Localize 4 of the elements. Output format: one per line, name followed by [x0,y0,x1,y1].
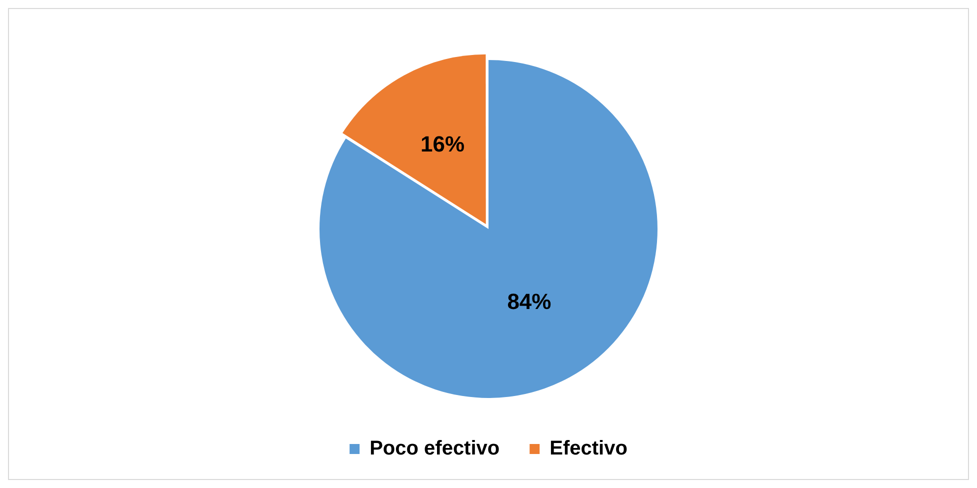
legend-label: Efectivo [550,438,628,460]
data-label: 84% [507,289,552,314]
legend-label: Poco efectivo [370,438,500,460]
data-label: 16% [420,131,465,156]
